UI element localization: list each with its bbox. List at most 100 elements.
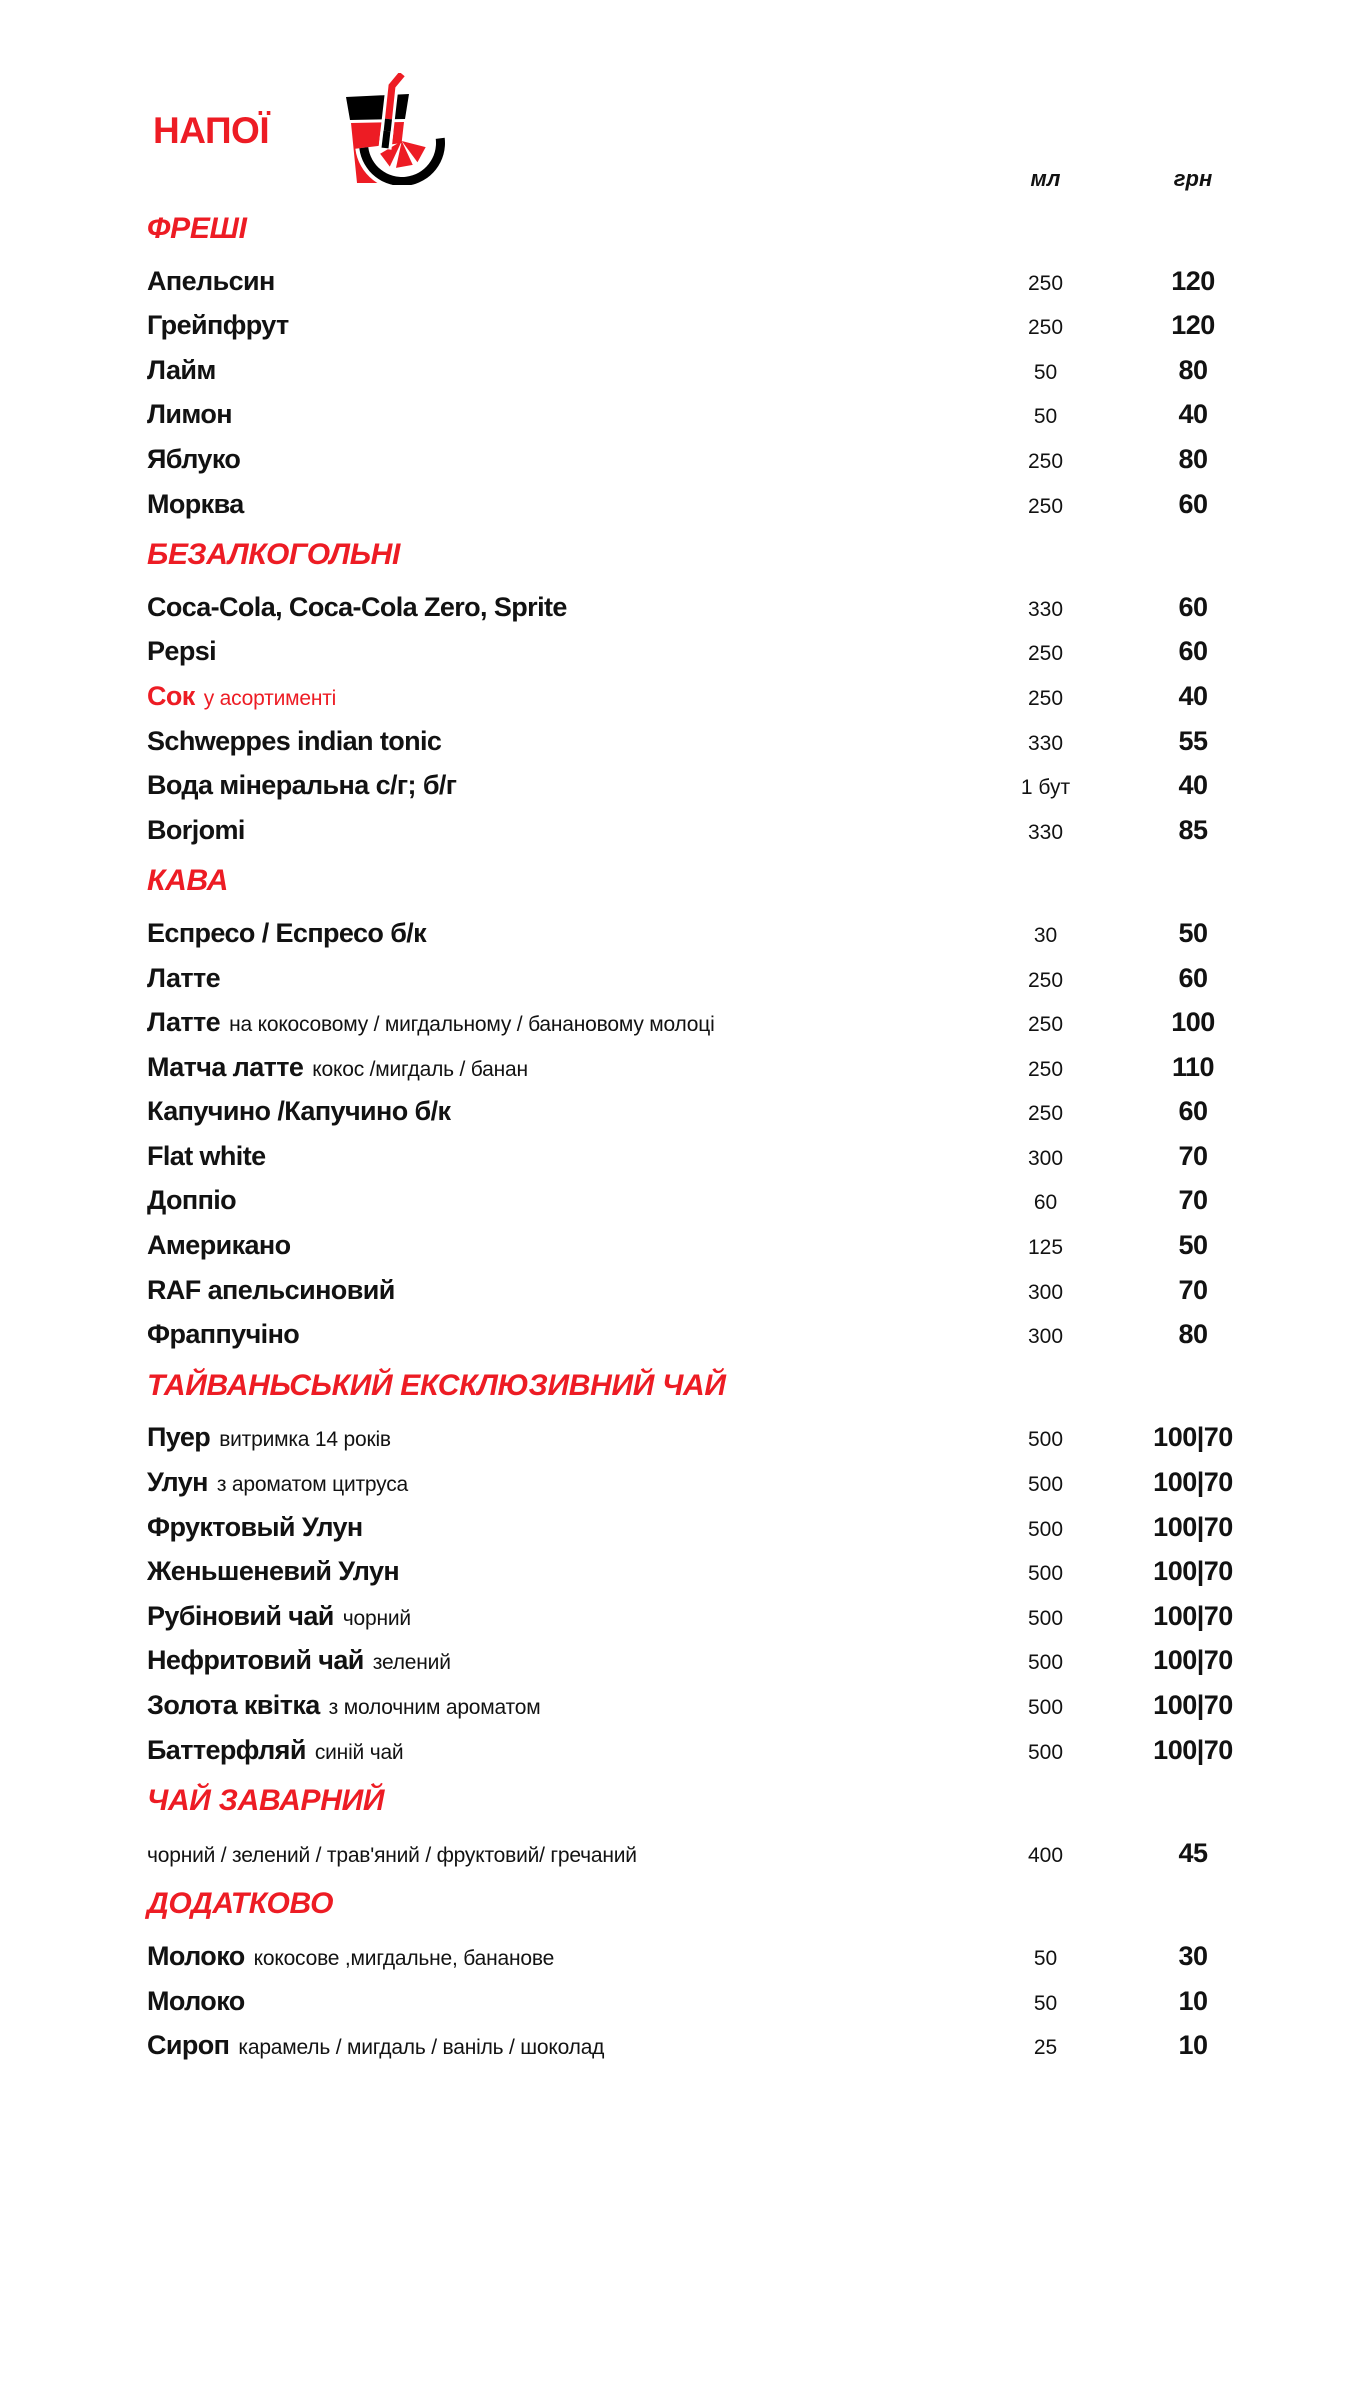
item-volume: 250 xyxy=(1027,968,1064,992)
item-price: 50 xyxy=(1178,917,1208,948)
item-name: Сироп карамель / мигдаль / ваніль / шокол… xyxy=(147,2030,605,2061)
item-name: Вода мінеральна с/г; б/г xyxy=(147,770,457,801)
item-volume: 1 бут xyxy=(1020,776,1071,800)
item-volume: 400 xyxy=(1027,1843,1064,1867)
item-name: Женьшеневий Улун xyxy=(147,1556,400,1587)
item-price: 100|70 xyxy=(1153,1690,1233,1720)
item-name: Фруктовый Улун xyxy=(147,1511,363,1542)
item-desc: з молочним ароматом xyxy=(328,1696,541,1719)
menu-item-row: Flat white 300 70 xyxy=(147,1134,1268,1179)
item-name: Молоко xyxy=(147,1985,245,2016)
menu-item-row: Вода мінеральна с/г; б/г 1 бут 40 xyxy=(147,763,1268,808)
item-price: 100|70 xyxy=(1153,1511,1233,1542)
section-title-extras: ДОДАТКОВО xyxy=(147,1887,334,1921)
item-desc: чорний xyxy=(342,1606,411,1630)
item-volume: 500 xyxy=(1027,1606,1064,1630)
item-desc: карамель / мигдаль / ваніль / шоколад xyxy=(238,2036,605,2060)
item-name: Капучино /Капучино б/к xyxy=(147,1096,451,1127)
page-title: НАПОЇ xyxy=(153,110,270,151)
menu-item-row: Еспресо / Еспресо б/к 30 50 xyxy=(147,911,1268,956)
item-name: Улун з ароматом цитруса xyxy=(147,1467,408,1498)
item-volume: 250 xyxy=(1027,1102,1064,1126)
menu-item-row: Фруктовый Улун 500 100|70 xyxy=(147,1505,1268,1550)
item-volume: 330 xyxy=(1027,820,1064,844)
item-price: 50 xyxy=(1178,1230,1208,1261)
section-title-freshes: ФРЕШІ xyxy=(147,212,247,245)
item-desc: зелений xyxy=(372,1651,451,1675)
item-volume: 250 xyxy=(1027,686,1064,710)
menu-item-row: Сок у асортименті 250 40 xyxy=(147,674,1268,719)
item-desc: кокосове ,мигдальне, бананове xyxy=(253,1946,555,1970)
item-volume: 50 xyxy=(1033,405,1058,429)
item-name: Пуер витримка 14 років xyxy=(147,1422,391,1453)
item-price: 110 xyxy=(1171,1051,1215,1082)
item-price: 120 xyxy=(1171,265,1215,296)
item-price: 80 xyxy=(1178,354,1208,385)
item-price: 100|70 xyxy=(1153,1600,1233,1631)
item-volume: 500 xyxy=(1027,1473,1064,1497)
item-price: 100|70 xyxy=(1153,1422,1233,1453)
column-header-volume: мл xyxy=(1030,166,1061,191)
item-name: Баттерфляй синій чай xyxy=(147,1734,404,1765)
item-name: Лайм xyxy=(147,354,216,385)
item-price: 60 xyxy=(1178,488,1208,519)
item-name: Фраппучіно xyxy=(147,1319,300,1350)
menu-item-row: Pepsi 250 60 xyxy=(147,629,1268,674)
item-name: Золота квітка з молочним ароматом xyxy=(147,1690,541,1720)
menu-item-row: Coca-Cola, Coca-Cola Zero, Sprite 330 60 xyxy=(147,585,1268,630)
item-price: 40 xyxy=(1178,770,1208,801)
item-volume: 500 xyxy=(1027,1562,1064,1586)
menu-item-row: Фраппучіно 300 80 xyxy=(147,1312,1268,1357)
item-volume: 500 xyxy=(1027,1651,1064,1675)
item-price: 60 xyxy=(1178,1096,1208,1127)
item-price: 70 xyxy=(1178,1274,1208,1305)
item-volume: 250 xyxy=(1027,1057,1064,1081)
menu-item-row: Латте на кокосовому / мигдальному / банан… xyxy=(147,1000,1268,1045)
item-name: Borjomi xyxy=(147,814,245,845)
item-volume: 25 xyxy=(1033,2036,1058,2060)
item-price: 85 xyxy=(1178,814,1208,845)
menu-item-row: Рубіновий чай чорний 500 100|70 xyxy=(147,1594,1268,1639)
item-desc: з ароматом цитруса xyxy=(216,1473,408,1497)
item-volume: 300 xyxy=(1027,1325,1064,1349)
item-desc: на кокосовому / мигдальному / банановому… xyxy=(229,1013,715,1037)
section-title-soft-drinks: БЕЗАЛКОГОЛЬНІ xyxy=(147,538,401,572)
item-price: 60 xyxy=(1178,591,1208,622)
item-desc: витримка 14 років xyxy=(219,1428,391,1452)
menu-item-row: Морква 250 60 xyxy=(147,482,1268,527)
menu-item-row: Schweppes indian tonic 330 55 xyxy=(147,719,1268,764)
section-title-brewed-tea: ЧАЙ ЗАВАРНИЙ xyxy=(147,1784,385,1818)
item-name: Coca-Cola, Coca-Cola Zero, Sprite xyxy=(147,591,567,622)
item-volume: 300 xyxy=(1027,1280,1064,1304)
item-volume: 500 xyxy=(1027,1740,1064,1764)
item-volume: 250 xyxy=(1027,271,1064,295)
menu-item-row: Апельсин 250 120 xyxy=(147,259,1268,304)
item-desc: у асортименті xyxy=(203,686,337,710)
menu-item-row: Матча латте кокос /мигдаль / банан 250 11… xyxy=(147,1045,1268,1090)
item-volume: 500 xyxy=(1027,1696,1064,1719)
item-price: 100 xyxy=(1171,1007,1215,1038)
menu-item-row: чорний / зелений / трав'яний / фруктовий… xyxy=(147,1831,1268,1876)
item-desc: чорний / зелений / трав'яний / фруктовий… xyxy=(147,1843,637,1867)
menu-item-row: Латте 250 60 xyxy=(147,956,1268,1001)
item-name: Морква xyxy=(147,488,244,519)
column-headers: мл грн xyxy=(973,166,1268,192)
item-desc: синій чай xyxy=(314,1740,404,1764)
menu-item-row: Сироп карамель / мигдаль / ваніль / шокол… xyxy=(147,2023,1268,2068)
item-price: 100|70 xyxy=(1153,1556,1233,1587)
item-price: 100|70 xyxy=(1153,1467,1233,1498)
item-name: Доппіо xyxy=(147,1185,237,1216)
item-volume: 30 xyxy=(1033,923,1058,947)
item-volume: 250 xyxy=(1027,642,1064,666)
item-price: 55 xyxy=(1178,725,1208,756)
menu-item-row: Молоко кокосове ,мигдальне, бананове 50 3… xyxy=(147,1934,1268,1979)
item-price: 120 xyxy=(1171,310,1215,341)
item-name: RAF апельсиновий xyxy=(147,1274,395,1305)
item-name: Молоко кокосове ,мигдальне, бананове xyxy=(147,1940,555,1971)
item-price: 40 xyxy=(1178,399,1208,430)
item-volume: 50 xyxy=(1033,1946,1058,1970)
item-price: 100|70 xyxy=(1153,1734,1233,1765)
menu-item-row: Улун з ароматом цитруса 500 100|70 xyxy=(147,1460,1268,1505)
item-name: чорний / зелений / трав'яний / фруктовий… xyxy=(147,1831,973,1881)
